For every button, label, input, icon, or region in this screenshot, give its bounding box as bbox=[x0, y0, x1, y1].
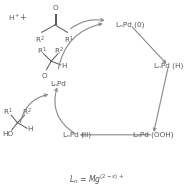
Text: LₙPd (H): LₙPd (H) bbox=[154, 63, 183, 69]
Text: LₙPd (0): LₙPd (0) bbox=[116, 22, 145, 28]
Text: R$^1$: R$^1$ bbox=[37, 45, 46, 57]
Text: H: H bbox=[27, 126, 33, 132]
Text: L$_n$ = Mg$^{(2-x)+}$: L$_n$ = Mg$^{(2-x)+}$ bbox=[69, 172, 123, 187]
Text: R$^1$: R$^1$ bbox=[65, 35, 74, 46]
Text: R$^2$: R$^2$ bbox=[22, 107, 31, 118]
Text: R$^1$: R$^1$ bbox=[3, 107, 13, 118]
Text: LₙPd (OOH): LₙPd (OOH) bbox=[133, 132, 173, 138]
Text: H$^+$: H$^+$ bbox=[8, 12, 21, 23]
Text: R$^2$: R$^2$ bbox=[35, 35, 44, 46]
Text: O: O bbox=[41, 73, 47, 79]
Text: R$^2$: R$^2$ bbox=[54, 45, 64, 57]
Text: O: O bbox=[53, 5, 58, 11]
Text: HO: HO bbox=[2, 131, 13, 137]
Text: +: + bbox=[19, 13, 26, 22]
Text: H: H bbox=[61, 63, 66, 69]
Text: LₙPd: LₙPd bbox=[50, 81, 66, 88]
Text: LₙPd (II): LₙPd (II) bbox=[63, 132, 91, 138]
